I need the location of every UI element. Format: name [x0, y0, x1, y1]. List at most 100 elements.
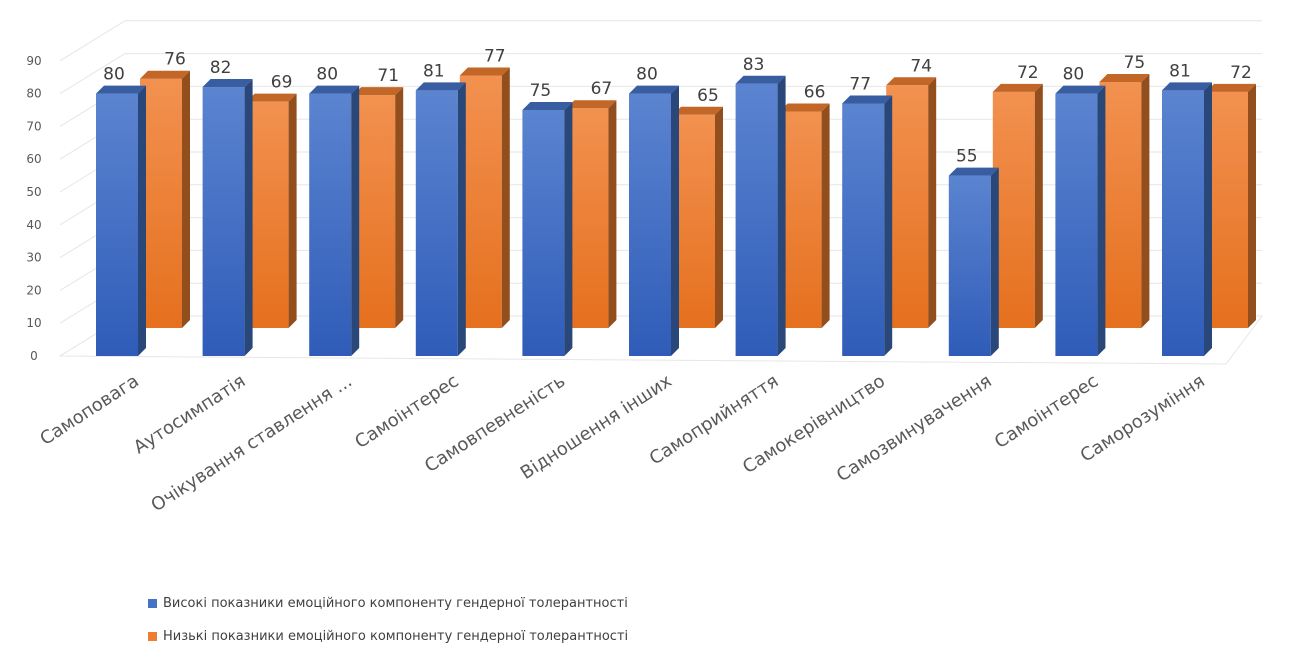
bar-top: [202, 79, 253, 88]
bar-side: [715, 106, 723, 328]
bar-low-9: 75: [1099, 53, 1150, 328]
y-axis: 0 10 20 30 40 50 60 70 80 90: [26, 54, 41, 363]
bar-front: [842, 103, 885, 356]
bar-top: [1162, 82, 1212, 91]
bar-high-4: 75: [522, 81, 573, 356]
bar-front: [735, 83, 778, 356]
bar-front: [992, 91, 1035, 328]
bar-top: [522, 102, 573, 110]
bar-front: [629, 93, 671, 356]
data-label-high-2: 80: [316, 65, 338, 85]
y-tick-label: 50: [26, 185, 41, 199]
bar-top: [948, 167, 999, 176]
bar-front: [353, 95, 396, 329]
bar-front: [566, 108, 609, 329]
bar-side: [608, 100, 617, 329]
legend-item-low: Низькі показники емоційного компоненту г…: [148, 629, 628, 644]
bar-top: [566, 100, 617, 109]
x-tick-label-9: Самоінтерес: [991, 371, 1102, 453]
y-tick-label: 60: [26, 152, 41, 166]
bar-side: [564, 102, 573, 356]
bar-side: [182, 70, 190, 328]
y-tick-label: 90: [26, 54, 41, 68]
bar-side: [1097, 85, 1106, 356]
bar-low-1: 69: [246, 73, 297, 329]
data-label-low-4: 67: [591, 79, 613, 99]
data-label-high-0: 80: [103, 65, 125, 85]
bar-front: [415, 90, 458, 356]
bar-front: [96, 93, 138, 356]
data-label-low-9: 75: [1124, 53, 1146, 73]
bar-side: [395, 87, 404, 329]
data-label-high-7: 77: [849, 74, 871, 94]
bar-side: [1034, 83, 1043, 328]
bar-high-10: 81: [1162, 61, 1212, 356]
bar-top: [140, 70, 190, 79]
y-tick-label: 10: [26, 316, 41, 330]
bar-side: [1248, 83, 1256, 328]
data-label-low-5: 65: [697, 86, 719, 106]
data-label-low-2: 71: [377, 66, 399, 86]
bar-top: [309, 85, 360, 94]
bar-top: [673, 106, 723, 115]
bar-front: [140, 78, 182, 328]
bar-front: [673, 114, 715, 328]
data-label-low-0: 76: [164, 50, 186, 70]
bar-top: [842, 95, 893, 104]
bar-top: [1206, 83, 1256, 92]
bar-front: [202, 87, 245, 356]
data-label-high-4: 75: [530, 81, 552, 101]
bar-top: [246, 93, 297, 102]
bar-top: [415, 82, 466, 91]
y-tick-label: 80: [26, 87, 41, 101]
bar-top: [96, 85, 146, 94]
bar-top: [735, 75, 786, 84]
bar-side: [457, 82, 466, 356]
bar-high-7: 77: [842, 74, 893, 356]
x-tick-label-0: Самоповага: [36, 371, 142, 450]
bar-low-7: 74: [886, 56, 937, 328]
bar-low-4: 67: [566, 79, 617, 329]
bar-top: [1055, 85, 1106, 94]
bar-top: [886, 77, 937, 86]
data-label-low-6: 66: [804, 83, 826, 103]
bar-front: [246, 101, 289, 329]
bars: 76 69 71 77 67 65 66 74 72 75 72 80 82 80 81 75 80 83 77 55…: [96, 46, 1256, 356]
gridline-side: [59, 53, 126, 95]
data-label-high-9: 80: [1063, 65, 1085, 85]
bar-side: [288, 93, 297, 329]
bar-front: [1099, 82, 1142, 328]
bar-low-0: 76: [140, 50, 190, 328]
bar-top: [629, 85, 679, 94]
bar-side: [990, 167, 999, 356]
data-label-low-10: 72: [1230, 63, 1252, 83]
bar-high-6: 83: [735, 55, 786, 356]
legend-swatch-high: [148, 599, 157, 608]
bar-low-8: 72: [992, 63, 1043, 328]
data-label-high-3: 81: [423, 61, 445, 81]
x-tick-label-3: Самоінтерес: [351, 371, 462, 453]
bar-top: [353, 87, 404, 96]
bar-side: [351, 85, 360, 356]
data-label-high-5: 80: [636, 65, 658, 85]
bar-high-2: 80: [309, 65, 360, 356]
data-label-low-8: 72: [1017, 63, 1039, 83]
data-label-low-1: 69: [271, 73, 293, 93]
bar-top: [779, 103, 830, 112]
data-label-high-6: 83: [743, 55, 765, 75]
bar-low-6: 66: [779, 83, 830, 329]
bar-side: [244, 79, 253, 356]
bar-front: [1162, 90, 1204, 356]
data-label-high-8: 55: [956, 147, 978, 167]
data-label-high-10: 81: [1169, 61, 1191, 81]
bar-front: [309, 93, 352, 356]
bar-side: [884, 95, 893, 356]
bar-high-5: 80: [629, 65, 679, 356]
bar-side: [928, 77, 937, 328]
bar-high-3: 81: [415, 61, 466, 356]
data-label-low-7: 74: [910, 56, 932, 76]
bar-front: [948, 175, 991, 356]
legend-label-high: Високі показники емоційного компоненту г…: [163, 596, 628, 611]
